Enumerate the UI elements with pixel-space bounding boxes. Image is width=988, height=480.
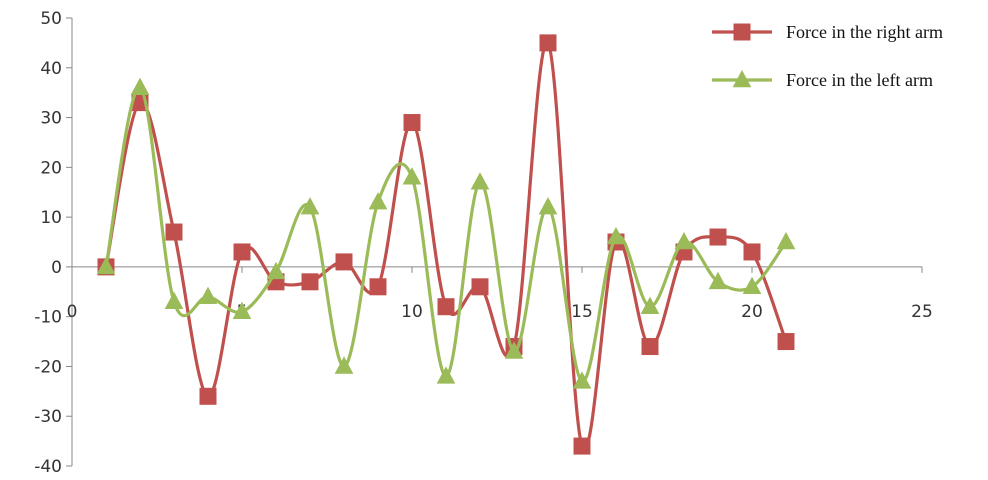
data-point: [369, 278, 387, 296]
data-point: [437, 298, 455, 316]
legend-label: Force in the right arm: [786, 22, 943, 42]
x-tick-label: 20: [741, 302, 763, 322]
data-point: [233, 243, 251, 261]
x-tick-label: 0: [67, 302, 78, 322]
data-point: [470, 172, 490, 190]
data-point: [436, 366, 456, 384]
y-tick-label: 50: [40, 9, 62, 29]
data-point: [301, 273, 319, 291]
legend: Force in the right arm Force in the left …: [712, 22, 943, 90]
data-point: [266, 261, 286, 280]
y-tick-label: 40: [40, 59, 62, 79]
data-point: [198, 286, 218, 305]
x-tick-label: 15: [571, 302, 593, 322]
axes: -40-30-20-10010203040500510152025: [34, 9, 933, 477]
series-layer: [96, 34, 796, 455]
y-tick-label: -40: [34, 457, 62, 477]
data-point: [164, 291, 184, 309]
data-point: [471, 278, 489, 296]
legend-label: Force in the left arm: [786, 70, 933, 90]
data-point: [130, 77, 150, 95]
data-point: [743, 243, 761, 261]
y-tick-label: 10: [40, 208, 62, 228]
data-point: [539, 34, 557, 52]
data-point: [742, 276, 762, 295]
legend-item: Force in the right arm: [712, 22, 943, 42]
data-point: [199, 387, 217, 405]
data-point: [606, 226, 626, 245]
data-point: [504, 341, 524, 359]
y-tick-label: -30: [34, 407, 62, 427]
y-tick-label: 20: [40, 158, 62, 178]
data-point: [777, 333, 795, 351]
data-point: [641, 338, 659, 356]
data-point: [776, 231, 796, 250]
data-point: [334, 356, 354, 374]
data-point: [300, 197, 320, 215]
data-point: [572, 371, 592, 389]
legend-marker: [732, 69, 752, 88]
data-point: [708, 271, 728, 290]
data-point: [538, 197, 558, 215]
y-tick-label: -10: [34, 308, 62, 328]
data-point: [573, 437, 591, 455]
data-point: [368, 192, 388, 210]
data-point: [674, 231, 694, 250]
data-point: [402, 167, 422, 185]
legend-marker: [733, 23, 751, 41]
y-tick-label: 30: [40, 109, 62, 129]
y-tick-label: 0: [51, 258, 62, 278]
data-point: [335, 253, 353, 271]
series-1: [96, 77, 796, 389]
data-point: [232, 301, 252, 319]
legend-item: Force in the left arm: [712, 69, 933, 90]
data-point: [165, 223, 183, 241]
data-point: [403, 114, 421, 132]
y-tick-label: -20: [34, 357, 62, 377]
x-tick-label: 10: [401, 302, 423, 322]
data-point: [96, 256, 116, 275]
data-point: [709, 228, 727, 246]
data-point: [640, 296, 660, 314]
x-tick-label: 25: [911, 302, 933, 322]
